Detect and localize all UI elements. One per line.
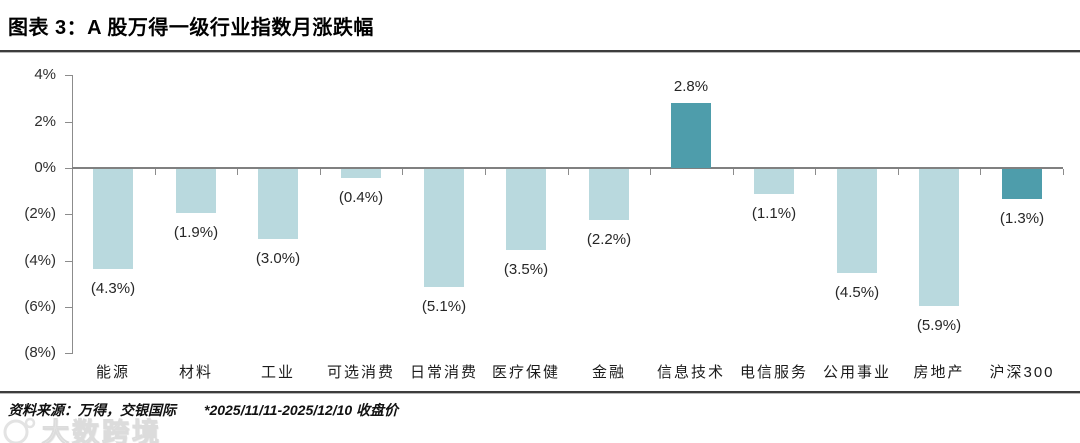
- bar-工业: [258, 169, 298, 239]
- x-axis-tick: [1063, 169, 1064, 175]
- category-label: 电信服务: [739, 364, 808, 381]
- bar-value-label: (1.1%): [751, 205, 797, 222]
- category-label: 房地产: [913, 364, 965, 381]
- y-axis-label: 4%: [34, 66, 56, 83]
- y-axis-tick: [65, 214, 72, 215]
- bar-日常消费: [424, 169, 464, 287]
- bar-金融: [589, 169, 629, 220]
- source-line: 资料来源：万得，交银国际 *2025/11/11-2025/12/10 收盘价: [8, 400, 398, 420]
- y-axis-tick: [65, 307, 72, 308]
- x-axis-tick: [155, 169, 156, 175]
- bar-信息技术: [671, 103, 711, 168]
- bar-value-label: (4.5%): [834, 284, 880, 301]
- category-label: 沪深300: [989, 364, 1055, 381]
- category-label: 日常消费: [409, 364, 478, 381]
- bar-value-label: (1.3%): [999, 210, 1045, 227]
- bar-value-label: (3.0%): [255, 250, 301, 267]
- chart-title: 图表 3：A 股万得一级行业指数月涨跌幅: [8, 17, 374, 39]
- y-axis-label: (2%): [24, 205, 56, 222]
- bar-value-label: (3.5%): [503, 261, 549, 278]
- bar-可选消费: [341, 169, 381, 178]
- category-label: 工业: [260, 364, 295, 381]
- category-label: 能源: [95, 364, 130, 381]
- y-axis-tick: [65, 75, 72, 76]
- category-label: 信息技术: [656, 364, 725, 381]
- y-axis-label: 0%: [34, 159, 56, 176]
- bar-value-label: (0.4%): [338, 189, 384, 206]
- x-axis-tick: [485, 169, 486, 175]
- source-text: 资料来源：万得，交银国际: [8, 402, 176, 418]
- x-axis-tick: [237, 169, 238, 175]
- x-axis-tick: [402, 169, 403, 175]
- bar-value-label: 2.8%: [673, 78, 709, 95]
- y-axis-tick: [65, 122, 72, 123]
- y-axis-tick: [65, 168, 72, 169]
- x-axis-tick: [650, 169, 651, 175]
- x-axis-tick: [320, 169, 321, 175]
- bar-公用事业: [837, 169, 877, 273]
- x-axis-tick: [980, 169, 981, 175]
- bar-能源: [93, 169, 133, 269]
- x-axis-tick: [733, 169, 734, 175]
- bar-电信服务: [754, 169, 794, 194]
- y-axis-line: [72, 75, 73, 354]
- y-axis-label: (4%): [24, 252, 56, 269]
- y-axis-label: (6%): [24, 298, 56, 315]
- category-label: 材料: [178, 364, 213, 381]
- zero-line: [72, 167, 1063, 169]
- category-label: 医疗保健: [491, 364, 560, 381]
- y-axis-tick: [65, 353, 72, 354]
- bar-医疗保健: [506, 169, 546, 250]
- bar-value-label: (5.1%): [421, 298, 467, 315]
- footer-divider: [0, 391, 1080, 394]
- title-divider: [0, 50, 1080, 53]
- category-label: 金融: [591, 364, 626, 381]
- x-axis-tick: [72, 169, 73, 175]
- x-axis-tick: [898, 169, 899, 175]
- bar-沪深300: [1002, 169, 1042, 199]
- x-axis-tick: [568, 169, 569, 175]
- x-axis-tick: [815, 169, 816, 175]
- bar-材料: [176, 169, 216, 213]
- category-label: 可选消费: [326, 364, 395, 381]
- bar-value-label: (1.9%): [173, 224, 219, 241]
- bar-value-label: (4.3%): [90, 280, 136, 297]
- y-axis-tick: [65, 261, 72, 262]
- bar-value-label: (2.2%): [586, 231, 632, 248]
- y-axis-label: (8%): [24, 344, 56, 361]
- bar-房地产: [919, 169, 959, 306]
- y-axis-label: 2%: [34, 113, 56, 130]
- period-note: *2025/11/11-2025/12/10 收盘价: [204, 402, 399, 418]
- category-label: 公用事业: [822, 364, 891, 381]
- bar-value-label: (5.9%): [916, 317, 962, 334]
